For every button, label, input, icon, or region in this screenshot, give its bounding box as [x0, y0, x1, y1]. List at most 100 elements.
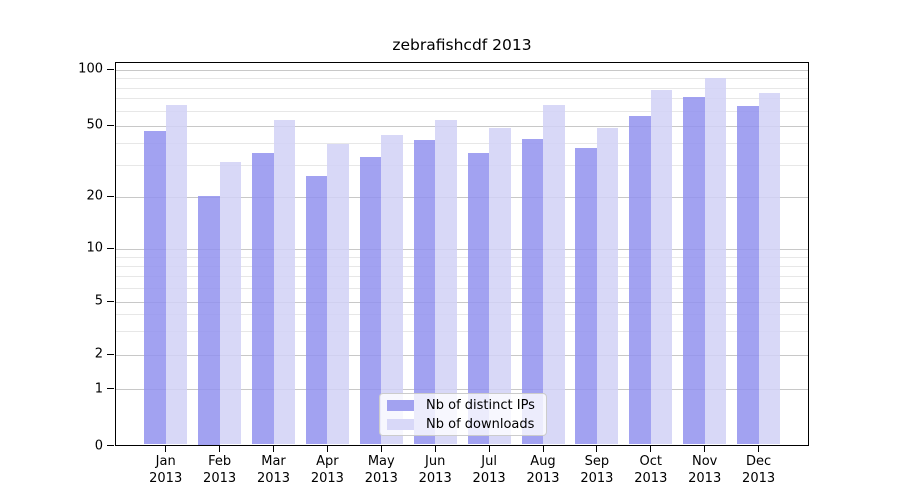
x-tick-month: May	[367, 453, 395, 469]
bar-distinct-ips-aug	[521, 138, 543, 445]
x-tick-month: Aug	[530, 453, 556, 469]
x-tick-label-jul: Jul 2013	[459, 453, 519, 487]
x-tick-mark-jun	[434, 445, 436, 452]
bar-downloads-may	[381, 134, 403, 445]
x-tick-month: Jan	[155, 453, 176, 469]
chart-title: zebrafishcdf 2013	[392, 36, 532, 54]
x-tick-mark-jul	[488, 445, 490, 452]
x-tick-month: Jun	[425, 453, 446, 469]
x-tick-month: Sep	[584, 453, 610, 469]
gridline-minor-70	[115, 98, 808, 100]
bar-downloads-jan	[165, 105, 188, 445]
y-tick-label-50: 50	[86, 117, 103, 133]
bar-downloads-feb	[219, 162, 242, 445]
gridline-minor-7	[115, 275, 808, 277]
gridline-minor-90	[115, 78, 808, 79]
y-tick-mark-0	[107, 445, 114, 446]
y-tick-mark-2	[107, 353, 114, 355]
bar-distinct-ips-nov	[683, 96, 705, 445]
x-tick-label-mar: Mar 2013	[244, 453, 304, 487]
x-tick-year: 2013	[418, 470, 452, 486]
bar-distinct-ips-jan	[144, 131, 166, 445]
bar-distinct-ips-feb	[198, 196, 220, 445]
bar-distinct-ips-mar	[252, 152, 274, 445]
y-tick-mark-100	[107, 68, 114, 70]
x-tick-year: 2013	[688, 470, 722, 486]
x-tick-label-feb: Feb 2013	[190, 453, 250, 487]
y-tick-label-10: 10	[86, 240, 103, 256]
x-tick-year: 2013	[526, 470, 560, 486]
y-tick-label-0: 0	[94, 438, 103, 453]
x-tick-year: 2013	[634, 470, 668, 486]
legend: Nb of distinct IPs Nb of downloads	[379, 393, 547, 436]
x-tick-label-apr: Apr 2013	[297, 453, 357, 487]
x-tick-mark-nov	[704, 445, 706, 452]
x-tick-mark-feb	[219, 445, 221, 452]
x-tick-label-sep: Sep 2013	[567, 453, 627, 487]
gridline-minor-3	[115, 331, 808, 333]
legend-label-distinct-ips: Nb of distinct IPs	[426, 397, 535, 413]
bar-distinct-ips-oct	[629, 115, 651, 445]
bar-downloads-dec	[758, 93, 781, 445]
gridline-minor-6	[115, 287, 808, 289]
gridline-minor-80	[115, 87, 808, 89]
x-tick-label-oct: Oct 2013	[621, 453, 681, 487]
x-tick-label-jun: Jun 2013	[405, 453, 465, 487]
bar-distinct-ips-jul	[467, 152, 490, 445]
bar-downloads-jul	[489, 128, 511, 445]
y-tick-mark-50	[107, 124, 114, 126]
gridline-major-10	[115, 248, 808, 250]
x-tick-year: 2013	[310, 470, 344, 486]
legend-swatch-downloads	[387, 418, 414, 430]
x-tick-year: 2013	[256, 470, 291, 486]
bar-downloads-sep	[596, 128, 619, 445]
gridline-minor-4	[115, 314, 808, 316]
gridline-major-100	[115, 69, 808, 71]
x-tick-mark-aug	[542, 445, 544, 452]
gridline-major-50	[115, 125, 808, 127]
x-tick-month: Feb	[208, 453, 232, 469]
x-tick-label-may: May 2013	[351, 453, 411, 487]
gridline-major-1	[115, 389, 808, 390]
legend-row-downloads: Nb of downloads	[387, 417, 538, 432]
x-tick-mark-jan	[165, 445, 167, 452]
x-tick-year: 2013	[580, 470, 614, 486]
gridline-major-20	[115, 196, 808, 198]
y-tick-mark-1	[107, 388, 114, 389]
x-tick-month: Mar	[261, 453, 286, 469]
y-tick-label-100: 100	[78, 61, 103, 77]
x-tick-mark-dec	[758, 445, 760, 452]
x-tick-mark-apr	[326, 445, 328, 452]
bar-distinct-ips-sep	[575, 148, 597, 445]
y-tick-mark-20	[107, 195, 114, 197]
y-tick-label-5: 5	[94, 293, 103, 309]
bar-distinct-ips-dec	[737, 106, 759, 445]
x-tick-month: Nov	[692, 453, 718, 469]
x-tick-label-nov: Nov 2013	[675, 453, 735, 487]
gridline-minor-9	[115, 256, 808, 258]
x-tick-mark-oct	[650, 445, 652, 452]
x-tick-year: 2013	[364, 470, 398, 486]
y-tick-label-20: 20	[86, 188, 103, 204]
x-tick-year: 2013	[149, 470, 183, 486]
y-tick-label-1: 1	[94, 381, 103, 396]
x-tick-mark-sep	[596, 445, 598, 452]
bar-downloads-jun	[435, 120, 457, 445]
gridline-major-5	[115, 301, 808, 303]
plot-area	[114, 61, 809, 446]
x-tick-year: 2013	[742, 470, 776, 486]
legend-swatch-distinct-ips	[387, 399, 414, 411]
bar-distinct-ips-may	[359, 157, 382, 445]
y-tick-mark-10	[107, 247, 114, 249]
gridline-minor-30	[115, 165, 808, 167]
bar-downloads-apr	[327, 144, 349, 445]
x-tick-month: Oct	[639, 453, 663, 469]
x-tick-mark-mar	[273, 445, 274, 452]
x-tick-month: Apr	[316, 453, 339, 469]
y-tick-label-2: 2	[94, 346, 103, 362]
bar-downloads-mar	[273, 120, 295, 445]
gridline-major-2	[115, 354, 808, 356]
x-tick-label-jan: Jan 2013	[136, 453, 196, 487]
x-tick-mark-may	[380, 445, 382, 452]
